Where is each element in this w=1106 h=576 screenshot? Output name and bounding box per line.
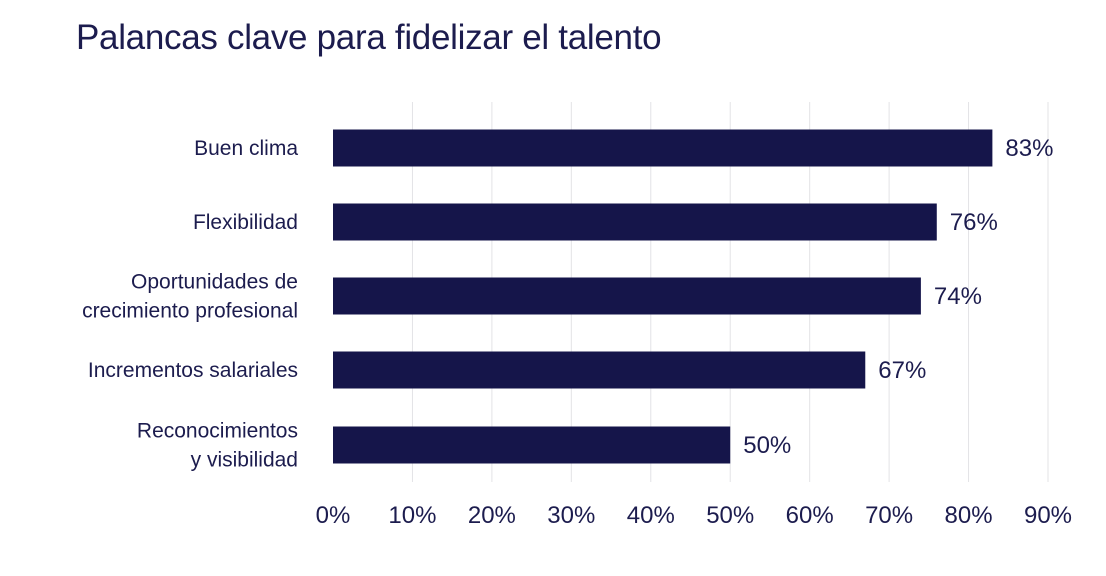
bar-1 bbox=[333, 129, 993, 167]
category-label-line: Oportunidades de bbox=[131, 271, 298, 294]
value-label-1: 83% bbox=[1005, 135, 1053, 162]
x-tick-label-70: 70% bbox=[865, 502, 913, 529]
bar-3 bbox=[333, 277, 921, 315]
category-label-1: Buen clima bbox=[194, 137, 298, 160]
category-label-4: Incrementos salariales bbox=[88, 359, 298, 382]
x-tick-label-20: 20% bbox=[468, 502, 516, 529]
category-label-2: Flexibilidad bbox=[193, 211, 298, 234]
category-label-line: Buen clima bbox=[194, 137, 298, 160]
bar-4 bbox=[333, 351, 866, 389]
x-tick-label-0: 0% bbox=[316, 502, 351, 529]
chart-title: Palancas clave para fidelizar el talento bbox=[76, 18, 662, 57]
value-labels: 83% 76% 74% 67% 50% bbox=[743, 135, 1053, 459]
category-label-5: Reconocimientos y visibilidad bbox=[137, 420, 298, 472]
bar-2 bbox=[333, 203, 937, 241]
category-label-3: Oportunidades de crecimiento profesional bbox=[82, 271, 298, 323]
category-label-line: y visibilidad bbox=[191, 449, 298, 472]
value-label-3: 74% bbox=[934, 283, 982, 310]
category-labels: Buen clima Flexibilidad Oportunidades de cr… bbox=[82, 137, 298, 472]
category-label-line: Flexibilidad bbox=[193, 211, 298, 234]
x-axis-tick-labels: 0% 10% 20% 30% 40% 50% 60% 70% 80% 90% bbox=[316, 502, 1072, 529]
category-label-line: Incrementos salariales bbox=[88, 359, 298, 382]
bars bbox=[333, 129, 993, 464]
x-tick-label-30: 30% bbox=[547, 502, 595, 529]
x-tick-label-80: 80% bbox=[945, 502, 993, 529]
bar-5 bbox=[333, 426, 731, 464]
x-tick-label-50: 50% bbox=[706, 502, 754, 529]
category-label-line: crecimiento profesional bbox=[82, 300, 298, 323]
x-tick-label-90: 90% bbox=[1024, 502, 1072, 529]
value-label-4: 67% bbox=[878, 357, 926, 384]
value-label-5: 50% bbox=[743, 432, 791, 459]
value-label-2: 76% bbox=[950, 209, 998, 236]
x-tick-label-10: 10% bbox=[388, 502, 436, 529]
category-label-line: Reconocimientos bbox=[137, 420, 298, 443]
x-tick-label-40: 40% bbox=[627, 502, 675, 529]
x-tick-label-60: 60% bbox=[786, 502, 834, 529]
